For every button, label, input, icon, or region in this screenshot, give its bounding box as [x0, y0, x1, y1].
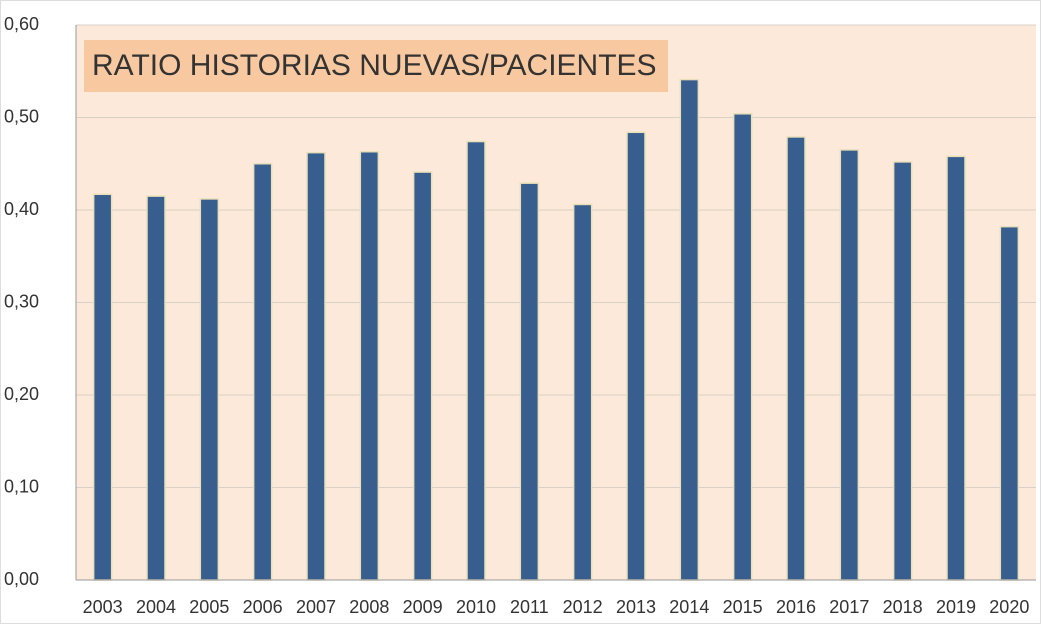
bar	[839, 149, 860, 581]
bar	[626, 131, 646, 581]
x-tick-label: 2010	[456, 597, 496, 617]
x-tick-label: 2017	[829, 597, 869, 617]
bar	[946, 155, 966, 581]
x-tick-label: 2004	[136, 597, 176, 617]
x-tick-label: 2003	[83, 597, 123, 617]
x-tick-label: 2019	[936, 597, 976, 617]
x-tick-label: 2007	[296, 597, 336, 617]
x-tick-label: 2005	[189, 597, 229, 617]
x-tick-label: 2015	[723, 597, 763, 617]
y-tick-label: 0,50	[4, 106, 39, 126]
x-tick-label: 2020	[989, 597, 1029, 617]
y-tick-label: 0,60	[4, 14, 39, 34]
title-box	[84, 40, 668, 92]
bar	[146, 195, 166, 581]
x-tick-label: 2016	[776, 597, 816, 617]
x-tick-label: 2011	[510, 597, 549, 617]
bar	[786, 136, 806, 581]
bar	[359, 150, 380, 581]
bar	[519, 182, 540, 581]
bar	[999, 225, 1020, 581]
y-tick-label: 0,00	[4, 569, 39, 589]
x-tick-label: 2013	[616, 597, 656, 617]
x-tick-label: 2018	[883, 597, 923, 617]
bar	[732, 113, 753, 581]
bars	[92, 78, 1020, 581]
x-tick-label: 2006	[243, 597, 283, 617]
y-tick-label: 0,30	[4, 291, 39, 311]
bar	[92, 193, 113, 581]
bar	[306, 151, 326, 581]
y-tick-label: 0,40	[4, 199, 39, 219]
y-tick-label: 0,10	[4, 476, 39, 496]
x-tick-label: 2014	[669, 597, 709, 617]
y-tick-label: 0,20	[4, 384, 39, 404]
bar	[572, 203, 593, 581]
grid	[76, 24, 1036, 581]
x-tick-label: 2008	[349, 597, 389, 617]
x-tick-label: 2012	[563, 597, 603, 617]
bar	[412, 171, 433, 581]
bar	[199, 198, 220, 581]
bar	[466, 140, 486, 581]
bar	[252, 163, 273, 581]
bar	[892, 161, 913, 581]
x-tick-label: 2009	[403, 597, 443, 617]
bar	[679, 78, 700, 581]
chart-title: RATIO HISTORIAS NUEVAS/PACIENTES	[92, 49, 657, 82]
